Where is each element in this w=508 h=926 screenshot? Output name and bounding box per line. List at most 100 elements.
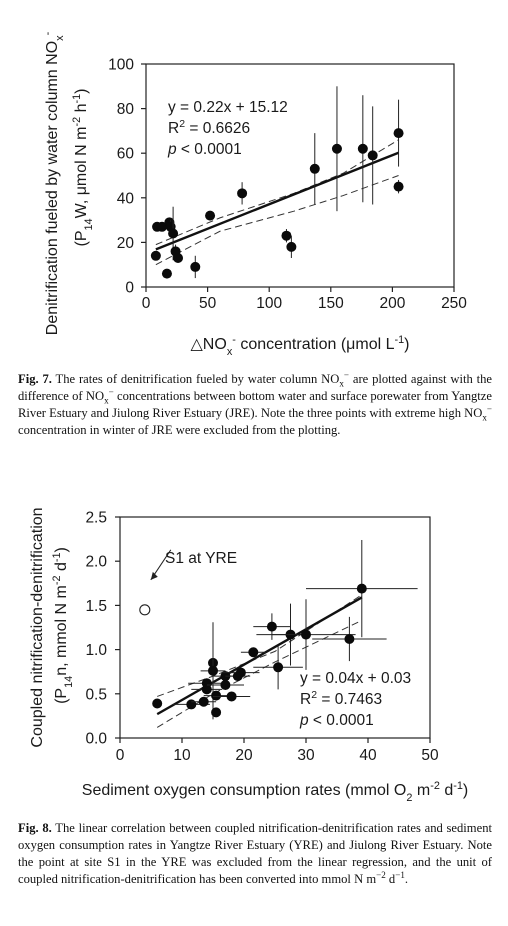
- data-point: [208, 665, 218, 676]
- caption-text: concentration in winter of JRE were excl…: [18, 423, 341, 437]
- figure-8-chart: 0 10 20 30 40 50 0.0 0.5 1.0 1.5 2.0 2.5 S1 at YRE y …: [29, 507, 468, 804]
- data-point: [237, 188, 248, 199]
- caption-sup: −1: [395, 869, 405, 880]
- y-tick-label: 1.5: [85, 598, 107, 615]
- caption-sub: x: [482, 412, 487, 423]
- data-point: [211, 690, 222, 701]
- r-squared: R2 = 0.6626: [168, 118, 250, 137]
- y-axis-label-part: h: [73, 103, 90, 116]
- x-tick-label: 20: [235, 747, 253, 764]
- x-tick-label: 10: [173, 747, 191, 764]
- y-axis-label-part: -1: [71, 94, 83, 104]
- x-tick-label: 250: [441, 295, 467, 312]
- data-point: [331, 143, 342, 154]
- data-point: [150, 250, 161, 261]
- y-axis-label-part: ): [53, 547, 70, 552]
- r-squared-part: 2: [311, 689, 317, 701]
- x-tick-label: 50: [421, 747, 439, 764]
- y-axis-label-part: (P: [53, 688, 70, 704]
- data-point: [357, 143, 368, 154]
- x-axis-label-part: x: [227, 346, 233, 358]
- x-tick-label: 150: [318, 295, 344, 312]
- data-point: [286, 241, 297, 252]
- data-point: [248, 647, 259, 658]
- p-value-part: p: [167, 141, 177, 158]
- caption-label: Fig. 8.: [18, 821, 52, 835]
- x-axis-label-part: -2: [430, 780, 440, 792]
- regression-line: [155, 151, 400, 251]
- caption-text: The linear correlation between coupled n…: [18, 821, 492, 886]
- data-point: [201, 684, 212, 695]
- caption-sup: −2: [376, 869, 386, 880]
- p-value: p < 0.0001: [299, 712, 374, 729]
- caption-sub: x: [104, 395, 109, 406]
- data-point: [198, 696, 209, 707]
- y-tick-label: 80: [117, 101, 135, 118]
- r-squared-part: R: [168, 120, 179, 137]
- y-tick-label: 40: [117, 190, 135, 207]
- y-axis-label-part: -1: [51, 552, 63, 562]
- y-axis-label-part: ): [73, 88, 90, 93]
- caption-sup: −: [343, 369, 350, 380]
- x-tick-label: 0: [116, 747, 125, 764]
- y-axis-label-part: x: [54, 35, 66, 41]
- x-tick-label: 40: [359, 747, 377, 764]
- caption-text: The rates of denitrification fueled by w…: [51, 372, 340, 386]
- caption-label: Fig. 7.: [18, 372, 52, 386]
- regression-line: [156, 596, 363, 716]
- y-tick-label: 100: [108, 57, 134, 74]
- data-point: [266, 621, 277, 632]
- y-axis-label: (P14n, mmol N m-2 d-1): [51, 547, 75, 704]
- y-axis-label-part: (P: [73, 231, 90, 247]
- x-tick-label: 0: [142, 295, 151, 312]
- x-tick-label: 200: [379, 295, 405, 312]
- confidence-band-lower: [156, 619, 363, 728]
- x-tick-label: 30: [297, 747, 315, 764]
- excluded-point: [139, 604, 151, 616]
- x-axis-label-part: -: [232, 334, 236, 346]
- x-axis-label-part: △NO: [191, 336, 227, 353]
- figure-7: 0 50 100 150 200 250 0 20 40 60 80 100 y = 0.22x + 1…: [0, 0, 508, 360]
- figure-7-chart: 0 50 100 150 200 250 0 20 40 60 80 100 y = 0.22x + 1…: [42, 31, 467, 358]
- x-axis-label: △NOx- concentration (μmol L-1): [191, 334, 410, 358]
- data-point: [301, 629, 311, 640]
- y-axis-label: (P14W, μmol N m-2 h-1): [71, 88, 95, 246]
- data-point: [173, 253, 184, 264]
- y-axis-label-part: 14: [83, 218, 95, 230]
- data-point: [211, 707, 222, 718]
- plot-frame: [145, 63, 455, 288]
- data-point: [393, 181, 404, 192]
- data-point: [161, 268, 172, 279]
- r-squared-part: = 0.7463: [317, 691, 382, 708]
- data-point: [152, 698, 163, 709]
- y-tick-label: 2.5: [85, 510, 107, 527]
- caption-text: are plotted against with the difference …: [18, 372, 492, 403]
- x-axis-label-part: concentration (μmol L: [236, 336, 395, 353]
- y-axis-label-part: 14: [63, 676, 75, 688]
- y-axis-label-part: n, mmol N m: [53, 585, 70, 676]
- y-axis-label: Coupled nitrification-denitrification: [29, 507, 46, 747]
- caption-sub: x: [339, 378, 344, 389]
- r-squared-part: R: [300, 691, 311, 708]
- y-tick-label: 1.0: [85, 642, 107, 659]
- caption-sup: −: [108, 386, 114, 397]
- x-axis-label-part: ): [463, 782, 468, 799]
- plot-frame: [119, 516, 431, 739]
- data-point: [205, 210, 216, 221]
- x-axis-label: Sediment oxygen consumption rates (mmol …: [82, 780, 468, 804]
- x-tick-label: 100: [256, 295, 282, 312]
- x-axis-label-part: d: [440, 782, 453, 799]
- y-tick-label: 20: [117, 235, 135, 252]
- figure-8: 0 10 20 30 40 50 0.0 0.5 1.0 1.5 2.0 2.5 S1 at YRE y …: [0, 490, 508, 820]
- data-point: [186, 699, 197, 710]
- data-point: [273, 662, 284, 673]
- y-tick-label: 0: [125, 280, 134, 297]
- y-axis-label: Denitrification fueled by water column N…: [42, 31, 66, 335]
- r-squared-part: = 0.6626: [185, 120, 250, 137]
- figure-7-caption: Fig. 7. The rates of denitrification fue…: [18, 369, 492, 439]
- p-value: p < 0.0001: [167, 141, 242, 158]
- y-axis-label-part: Denitrification fueled by water column N…: [44, 41, 61, 335]
- p-value-part: < 0.0001: [177, 141, 242, 158]
- caption-text: .: [404, 872, 409, 886]
- caption-sup: −: [486, 403, 492, 414]
